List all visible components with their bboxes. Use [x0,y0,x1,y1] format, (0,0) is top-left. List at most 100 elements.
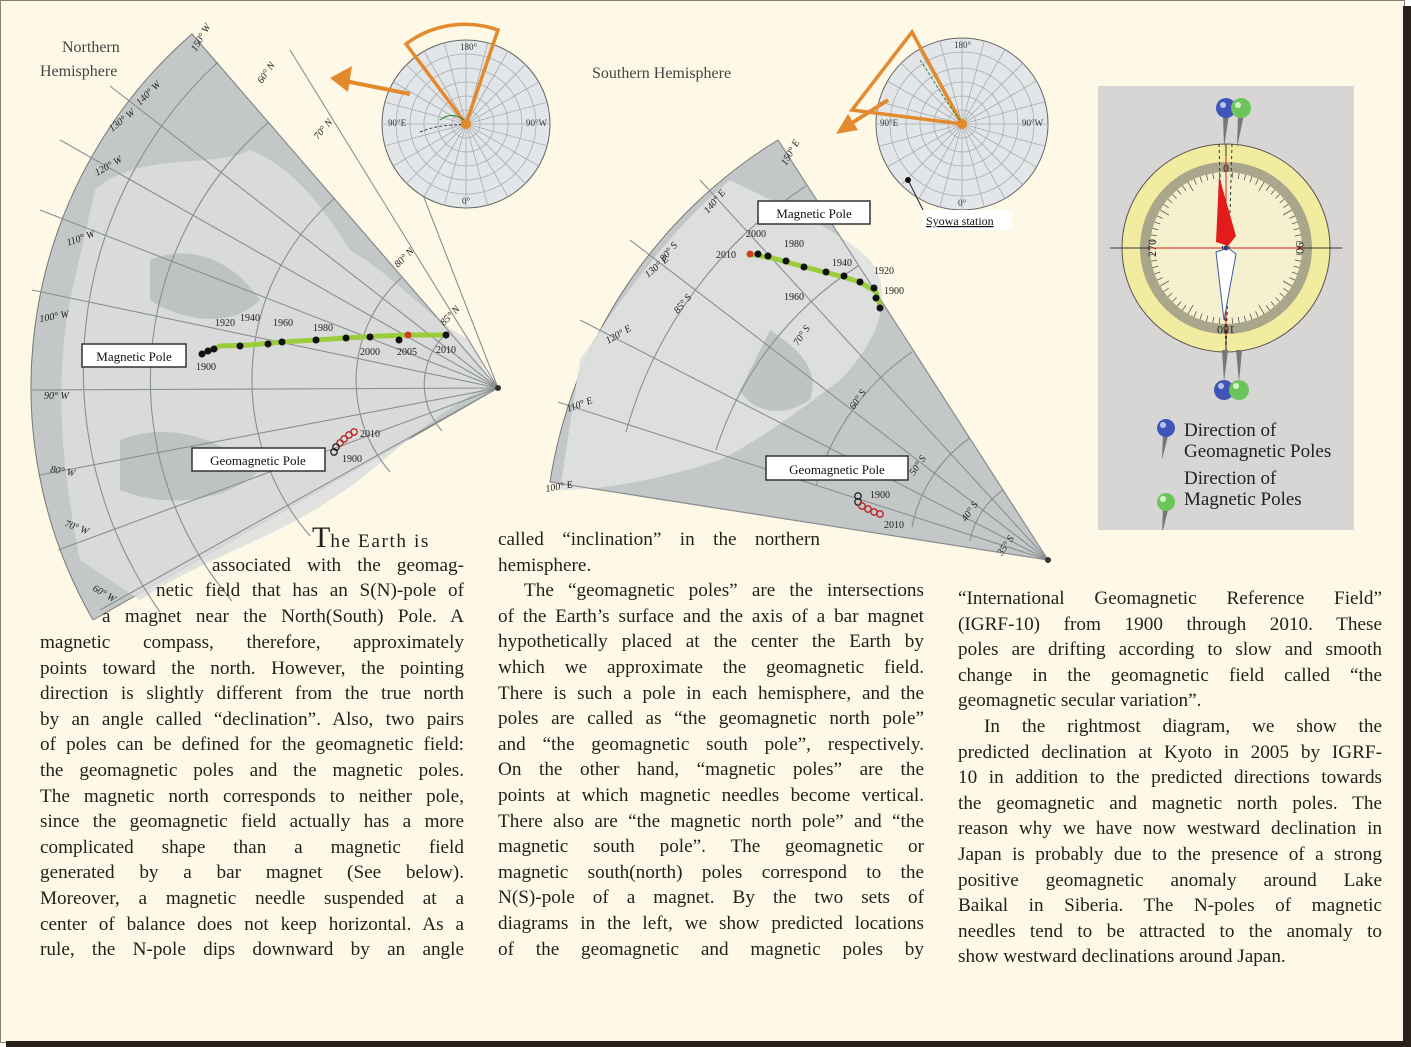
mag-year-2010: 2010 [436,345,456,356]
compass-tick-0: 0 [1223,161,1229,175]
compass-tick-mark [1294,234,1301,237]
compass-tick-270: 270 [1145,239,1159,257]
left-line-16: rule, the N-pole dips downward by an ang… [40,939,464,961]
compass-tick-mark [1293,227,1300,231]
grid-meridian [961,123,1037,168]
compass-tick-mark [1171,193,1177,199]
compass-tick-mark [1243,174,1247,181]
grid-meridian [961,49,1006,125]
inset-s-label-180: 180° [954,40,972,50]
geo-year-1900: 1900 [342,454,362,465]
mid-line-1: hemisphere. [498,554,592,576]
mag-year-1920: 1920 [215,318,235,329]
compass-tick-mark [1193,311,1197,318]
compass-tick-mark [1151,234,1158,237]
grid-meridian [393,123,467,167]
page-shadow-right [1403,6,1411,1047]
grid-meridian [465,81,539,125]
grid-meridian [465,123,489,206]
compass-tick-mark [1163,287,1169,292]
compass-tick-mark [1275,297,1281,303]
grid-meridian [465,123,509,197]
mid-line-15: diagrams in the left, we show predicted … [498,912,924,934]
grid-meridian [961,80,1037,125]
mid-line-14: N(S)-pole of a magnet. By the two sets o… [498,887,924,909]
mid-line-6: There is such a pole in each hemisphere,… [498,682,924,704]
left-body: magnetic compass, therefore, approximate… [40,630,464,963]
grid-meridian [406,123,467,184]
compass-tick-mark [1182,305,1187,311]
compass-tick-mark [1282,209,1293,216]
compass-tick-mark [1258,181,1265,192]
inset-n-label-180: 180° [460,42,478,52]
mid-line-11: There also are “the magnetic north pole”… [498,810,924,832]
inset-n-label-90e: 90°E [388,118,407,128]
compass-tick-mark [1156,215,1163,219]
grid-meridian [465,123,539,167]
grid-meridian [961,123,985,208]
right-line-14: show westward declinations around Japan. [958,946,1286,968]
left-line-13: generated by a bar magnet (See below). [40,862,464,884]
right-line-11: positive geomagnetic anomaly around Lake [958,869,1382,891]
southern-title: Southern Hemisphere [592,65,731,82]
compass-tick-mark [1295,253,1302,256]
grid-meridian [900,123,963,186]
compass-tick-mark [1193,178,1197,185]
right-line-3: change in the geomagnetic field called “… [958,664,1382,686]
grid-meridian [384,101,467,125]
legend-magnetic-line1: Direction of [1184,468,1277,489]
right-line-1: (IGRF-10) from 1900 through 2010. These [958,613,1382,635]
compass-tick-mark [1159,209,1170,216]
grid-meridian [878,123,963,147]
grid-meridian [961,123,1024,186]
compass-tick-mark [1258,304,1265,315]
mid-line-16: of the geomagnetic and magnetic poles by [498,938,924,960]
compass-tick-mark [1151,259,1158,262]
right-line-5: In the rightmost diagram, we show the [984,715,1382,737]
compass-tick-mark [1159,280,1170,287]
left-line-1: associated with the geomag- [212,555,464,576]
compass-tick-mark [1156,277,1163,281]
grid-meridian [961,101,1046,125]
s-mag-year-1960: 1960 [784,292,804,303]
compass-tick-mark [1231,172,1234,179]
north-inset-arrow [330,66,411,96]
left-line-7: by an angle called “declination”. Also, … [40,708,464,730]
compass-tick-mark [1218,317,1221,324]
lat-label-60n: 60° N [255,59,278,85]
left-line-11: since the geomagnetic field actually has… [40,811,464,833]
mid-line-12: magnetic south pole”. The geomagnetic or [498,836,924,858]
compass-tick-mark [1270,301,1276,307]
right-line-13: needles tend to be attracted to the anom… [958,920,1382,942]
left-line-8: of poles can be defined for the geomagne… [40,734,464,756]
compass-tick-mark [1152,227,1159,231]
compass-tick-mark [1249,176,1253,183]
compass-tick-mark [1212,173,1215,180]
south-geomagnetic-pole-label: Geomagnetic Pole [789,462,885,477]
mid-line-0: called “inclination” in the northern [498,529,820,550]
lon-label-80w: 80° W [49,464,77,479]
grid-meridian [384,123,467,147]
s-geo-year-1900: 1900 [870,490,890,501]
right-line-7: 10 in addition to the predicted directio… [958,767,1382,789]
right-line-0: “International Geomagnetic Reference Fie… [958,588,1382,609]
northern-title-line1: Northern [62,39,120,56]
right-line-6: predicted declination at Kyoto in 2005 b… [958,741,1382,763]
s-mag-year-2010: 2010 [716,250,736,261]
grid-meridian [961,40,985,125]
mag-year-2005: 2005 [397,347,417,358]
compass-tick-mark [1150,240,1157,243]
compass-tick-mark [1282,280,1293,287]
compass-tick-mark [1237,316,1240,323]
compass-tick-mark [1212,316,1215,323]
inset-n-label-0: 0° [462,196,471,206]
compass-tick-mark [1255,311,1259,318]
grid-meridian [878,101,963,125]
left-line-5: points toward the north. However, the po… [40,657,464,679]
south-inset-globe: Syowa station 180° 90°E 90°W 0° [848,28,1049,230]
compass-tick-mark [1265,305,1270,311]
legend-magnetic: Direction of Magnetic Poles [1184,468,1302,510]
compass-tick-mark [1231,317,1234,324]
compass-tick-mark [1167,198,1173,204]
compass-panel: 0 90 180 270 [1098,86,1354,530]
